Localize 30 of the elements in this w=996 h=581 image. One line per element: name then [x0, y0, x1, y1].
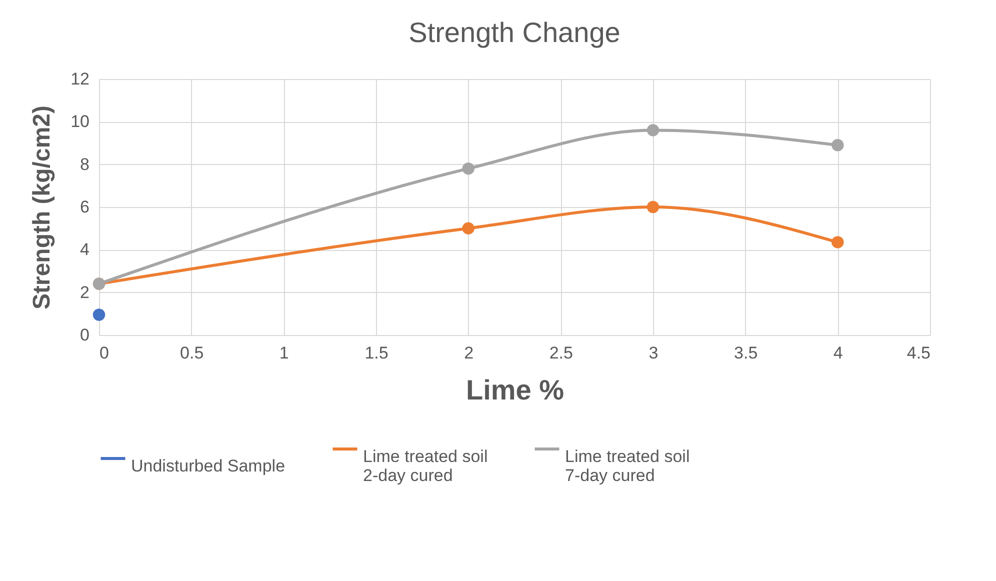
y-tick-label: 4 [80, 240, 90, 260]
x-tick-label: 1.5 [364, 344, 388, 362]
point [462, 162, 474, 175]
legend-label: Lime treated soil 2-day cured [363, 447, 488, 485]
x-tick-label: 0.5 [180, 344, 204, 362]
point [832, 139, 844, 152]
y-tick-label: 12 [70, 70, 90, 88]
x-tick-label: 2.5 [549, 344, 573, 362]
y-tick-label: 8 [80, 154, 90, 174]
point [92, 308, 106, 321]
chart-title: Strength Change [408, 17, 620, 48]
x-tick-label: 4 [833, 344, 843, 362]
x-tick-label: 4.5 [906, 344, 930, 362]
x-tick-label: 0 [100, 344, 109, 362]
y-tick-label: 0 [80, 326, 90, 344]
y-axis-title: Strength (kg/cm2) [28, 105, 56, 310]
x-axis-title: Lime % [466, 374, 564, 406]
legend-label: Undisturbed Sample [131, 456, 286, 476]
point [646, 200, 660, 214]
point [832, 236, 844, 248]
point [462, 222, 474, 234]
x-tick-label: 1 [279, 344, 289, 362]
x-tick-label: 3.5 [734, 344, 758, 362]
legend-label: Lime treated soil 7-day cured [565, 447, 690, 485]
y-tick-label: 10 [70, 112, 90, 132]
x-tick-label: 3 [648, 344, 658, 362]
point [646, 124, 660, 136]
y-tick-label: 2 [80, 282, 90, 302]
y-tick-label: 6 [80, 198, 90, 216]
x-tick-label: 2 [464, 344, 474, 362]
